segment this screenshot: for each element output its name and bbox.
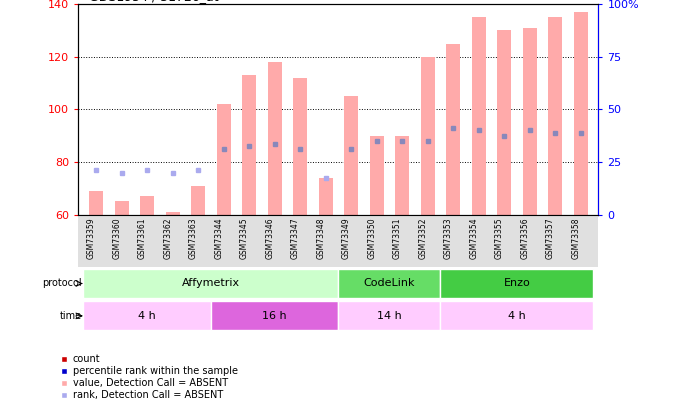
Bar [242, 75, 256, 215]
Text: Enzo: Enzo [503, 279, 530, 288]
Bar [441, 269, 593, 298]
Text: protocol: protocol [42, 279, 82, 288]
Bar [191, 185, 205, 215]
Text: GSM73352: GSM73352 [419, 217, 428, 259]
Text: GSM73360: GSM73360 [113, 217, 122, 259]
Text: Affymetrix: Affymetrix [182, 279, 240, 288]
Text: GSM73354: GSM73354 [470, 217, 479, 259]
Text: GSM73351: GSM73351 [393, 217, 402, 259]
Bar [318, 178, 333, 215]
Text: GSM73355: GSM73355 [495, 217, 504, 259]
Bar [573, 12, 588, 215]
Text: 14 h: 14 h [377, 311, 402, 321]
Bar [344, 96, 358, 215]
Text: GSM73361: GSM73361 [138, 217, 147, 259]
Bar [420, 57, 435, 215]
Bar [339, 269, 441, 298]
Bar [293, 78, 307, 215]
Bar [140, 196, 154, 215]
Bar [471, 17, 486, 215]
Text: CodeLink: CodeLink [364, 279, 415, 288]
Text: GSM73362: GSM73362 [164, 217, 173, 259]
Text: GSM73359: GSM73359 [87, 217, 96, 259]
Bar [114, 201, 129, 215]
Text: 4 h: 4 h [138, 311, 156, 321]
Text: GSM73348: GSM73348 [317, 217, 326, 259]
Legend: count, percentile rank within the sample, value, Detection Call = ABSENT, rank, : count, percentile rank within the sample… [59, 354, 238, 400]
Bar [395, 136, 409, 215]
Text: 4 h: 4 h [508, 311, 526, 321]
Bar [83, 301, 211, 330]
Text: GSM73363: GSM73363 [189, 217, 198, 259]
Text: GSM73358: GSM73358 [572, 217, 581, 259]
Bar [522, 28, 537, 215]
Bar [89, 191, 103, 215]
Text: GSM73346: GSM73346 [266, 217, 275, 259]
Bar [83, 269, 339, 298]
Text: GSM73345: GSM73345 [240, 217, 249, 259]
Bar [441, 301, 593, 330]
Text: GSM73344: GSM73344 [215, 217, 224, 259]
Bar [216, 104, 231, 215]
Text: GSM73357: GSM73357 [546, 217, 555, 259]
Bar [548, 17, 562, 215]
Text: GSM73349: GSM73349 [342, 217, 351, 259]
Text: GSM73356: GSM73356 [521, 217, 530, 259]
Bar [165, 212, 180, 215]
Text: GDS1954 / 31726_at: GDS1954 / 31726_at [88, 0, 218, 3]
Bar [369, 136, 384, 215]
Bar [497, 30, 511, 215]
Text: time: time [60, 311, 82, 321]
Bar [339, 301, 441, 330]
Text: GSM73353: GSM73353 [444, 217, 453, 259]
Text: GSM73347: GSM73347 [291, 217, 300, 259]
Text: 16 h: 16 h [262, 311, 287, 321]
Text: GSM73350: GSM73350 [368, 217, 377, 259]
Bar [211, 301, 339, 330]
Bar [267, 62, 282, 215]
Bar [446, 44, 460, 215]
